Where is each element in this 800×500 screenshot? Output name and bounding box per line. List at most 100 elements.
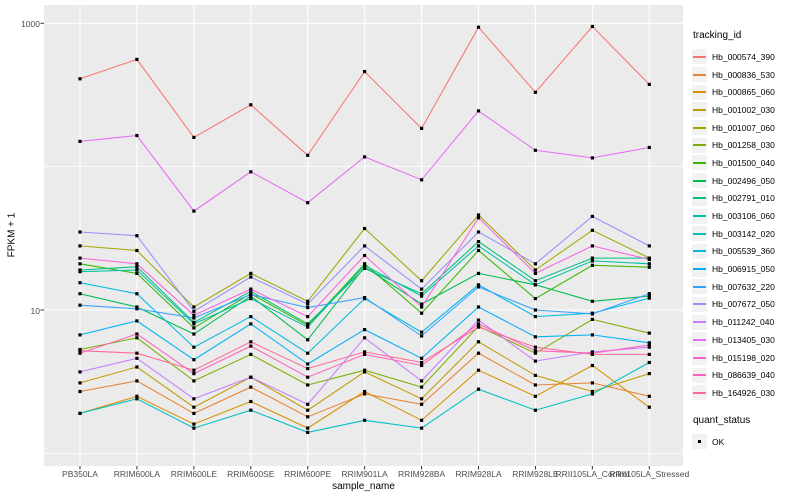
data-point-Hb_001002_030 bbox=[363, 370, 367, 374]
legend-line-swatch-icon bbox=[693, 55, 706, 58]
legend-line-swatch-icon bbox=[693, 321, 706, 324]
data-point-Hb_013405_030 bbox=[249, 170, 253, 174]
legend-line-swatch-icon bbox=[693, 126, 706, 129]
data-point-Hb_003106_060 bbox=[363, 263, 367, 267]
data-point-Hb_000574_390 bbox=[533, 90, 537, 94]
data-point-Hb_000574_390 bbox=[420, 126, 424, 130]
y-axis-title: FPKM + 1 bbox=[6, 212, 18, 258]
legend-item-Hb_015198_020: Hb_015198_020 bbox=[692, 349, 798, 367]
data-point-Hb_001258_030 bbox=[363, 368, 367, 372]
data-point-Hb_006915_050 bbox=[420, 356, 424, 360]
legend-item-label: OK bbox=[712, 436, 725, 447]
data-point-Hb_005539_360 bbox=[420, 330, 424, 334]
data-point-Hb_003142_020 bbox=[306, 430, 310, 434]
legend-key bbox=[692, 208, 707, 224]
data-point-Hb_002496_050 bbox=[306, 338, 310, 342]
data-point-Hb_001007_060 bbox=[420, 279, 424, 283]
legend-item-Hb_002496_050: Hb_002496_050 bbox=[692, 172, 798, 190]
data-point-Hb_011242_040 bbox=[192, 397, 196, 401]
data-point-Hb_001500_040 bbox=[78, 262, 82, 266]
data-point-Hb_164926_030 bbox=[78, 349, 82, 353]
data-point-Hb_086639_040 bbox=[533, 349, 537, 353]
data-point-Hb_000836_530 bbox=[78, 389, 82, 394]
legend-item-Hb_001007_060: Hb_001007_060 bbox=[692, 119, 798, 137]
data-point-Hb_001007_060 bbox=[249, 271, 253, 275]
data-point-Hb_000574_390 bbox=[306, 153, 310, 157]
legend-key bbox=[692, 243, 707, 259]
data-point-Hb_001258_030 bbox=[533, 351, 537, 355]
data-point-Hb_164926_030 bbox=[363, 350, 367, 354]
legend-title-quant-status: quant_status bbox=[693, 414, 751, 426]
data-point-Hb_002791_010 bbox=[590, 256, 594, 260]
legend-item-label: Hb_086639_040 bbox=[712, 370, 775, 381]
legend-item-ok: OK bbox=[692, 433, 798, 451]
y-tick-label: 10 bbox=[30, 305, 40, 316]
data-point-Hb_002496_050 bbox=[192, 332, 196, 336]
data-point-Hb_007672_050 bbox=[306, 302, 310, 306]
data-point-Hb_000836_530 bbox=[420, 402, 424, 406]
legend-line-swatch-icon bbox=[693, 108, 706, 111]
data-point-Hb_002496_050 bbox=[135, 305, 139, 309]
data-point-Hb_086639_040 bbox=[78, 351, 82, 355]
legend-key bbox=[692, 102, 707, 118]
x-tick-label-RRII105LA_Control: RRII105LA_Control bbox=[555, 469, 630, 479]
data-point-Hb_015198_020 bbox=[590, 244, 594, 248]
legend-item-Hb_003142_020: Hb_003142_020 bbox=[692, 225, 798, 243]
data-point-Hb_002791_010 bbox=[420, 292, 424, 296]
data-point-Hb_011242_040 bbox=[533, 359, 537, 363]
data-point-Hb_000865_060 bbox=[192, 422, 196, 426]
data-point-Hb_086639_040 bbox=[192, 372, 196, 376]
data-point-Hb_001258_030 bbox=[249, 352, 253, 356]
legend-line-swatch-icon bbox=[693, 197, 706, 200]
legend-items-list: Hb_000574_390 Hb_000836_530 Hb_000865_060 H… bbox=[692, 48, 798, 402]
legend-key bbox=[692, 190, 707, 206]
legend-item-label: Hb_007632_220 bbox=[712, 281, 775, 292]
data-point-Hb_086639_040 bbox=[135, 332, 139, 336]
data-point-Hb_001007_060 bbox=[78, 244, 82, 248]
data-point-Hb_003142_020 bbox=[363, 418, 367, 422]
data-point-Hb_086639_040 bbox=[476, 322, 481, 326]
legend-item-Hb_001002_030: Hb_001002_030 bbox=[692, 101, 798, 119]
data-point-Hb_000865_060 bbox=[533, 394, 537, 398]
data-point-Hb_007632_220 bbox=[533, 308, 537, 312]
legend-line-swatch-icon bbox=[693, 250, 706, 253]
data-point-Hb_007672_050 bbox=[192, 309, 196, 313]
legend-line-swatch-icon bbox=[693, 285, 706, 288]
data-point-Hb_000574_390 bbox=[647, 82, 651, 86]
legend-line-swatch-icon bbox=[693, 391, 706, 394]
data-point-Hb_003142_020 bbox=[420, 426, 424, 430]
data-point-Hb_164926_030 bbox=[135, 351, 139, 355]
data-point-Hb_000836_530 bbox=[249, 385, 253, 389]
data-point-Hb_000574_390 bbox=[192, 135, 196, 139]
data-point-Hb_002496_050 bbox=[647, 294, 651, 298]
data-point-Hb_000836_530 bbox=[647, 394, 651, 398]
legend-panel: tracking_id Hb_000574_390 Hb_000836_530 Hb… bbox=[692, 30, 798, 450]
data-point-Hb_001500_040 bbox=[192, 326, 196, 330]
data-point-Hb_001002_030 bbox=[476, 340, 481, 344]
legend-item-label: Hb_006915_050 bbox=[712, 264, 775, 275]
legend-key bbox=[692, 49, 707, 65]
data-point-Hb_007672_050 bbox=[78, 230, 82, 234]
x-tick-label-RRIM928BA: RRIM928BA bbox=[397, 469, 446, 479]
data-point-Hb_000836_530 bbox=[590, 381, 594, 385]
data-point-Hb_006915_050 bbox=[590, 333, 594, 337]
data-point-Hb_005539_360 bbox=[476, 283, 481, 287]
legend-item-Hb_011242_040: Hb_011242_040 bbox=[692, 313, 798, 331]
data-point-Hb_011242_040 bbox=[78, 370, 82, 374]
data-point-Hb_000836_530 bbox=[192, 411, 196, 415]
data-point-Hb_003142_020 bbox=[78, 411, 82, 415]
legend-key bbox=[692, 84, 707, 100]
data-point-Hb_001002_030 bbox=[78, 381, 82, 385]
data-point-Hb_001007_060 bbox=[533, 268, 537, 272]
x-tick-label-RRIM928LE: RRIM928LE bbox=[512, 469, 559, 479]
legend-line-swatch-icon bbox=[693, 268, 706, 271]
legend-line-swatch-icon bbox=[693, 338, 706, 341]
x-tick-label-RRIM928LA: RRIM928LA bbox=[455, 469, 502, 479]
data-point-Hb_000574_390 bbox=[590, 24, 594, 29]
data-point-Hb_001500_040 bbox=[135, 271, 139, 275]
data-point-Hb_006915_050 bbox=[647, 341, 651, 345]
legend-key bbox=[692, 385, 707, 401]
data-point-Hb_164926_030 bbox=[647, 352, 651, 356]
data-point-Hb_003142_020 bbox=[135, 397, 139, 401]
data-point-Hb_000574_390 bbox=[78, 77, 82, 81]
